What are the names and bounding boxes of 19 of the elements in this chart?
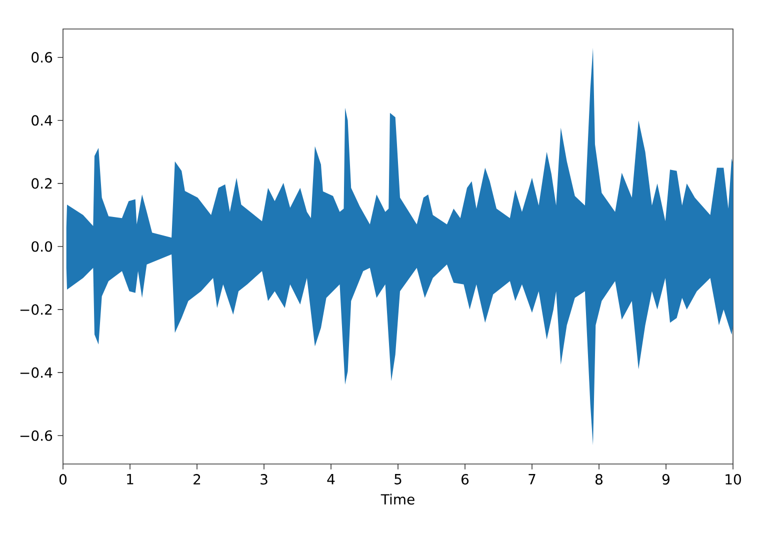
y-tick-label: 0.4 [32,115,52,126]
y-tick-label: 0.6 [32,52,52,63]
x-tick-label: 10 [726,474,741,485]
x-tick-label: 6 [462,474,469,485]
y-tick-label: −0.2 [20,304,52,315]
x-tick-label: 1 [127,474,134,484]
y-tick-label: −0.4 [20,367,52,378]
x-tick-label: 8 [595,474,602,485]
y-tick-label: 0.2 [32,178,52,189]
x-tick-label: 7 [528,474,536,484]
x-tick-label: 2 [194,474,200,484]
x-tick-label: 3 [260,474,268,485]
x-axis-title: Time [380,494,414,505]
x-tick-label: 5 [394,474,402,484]
y-tick-label: 0.0 [32,241,52,252]
x-tick-label: 9 [662,474,670,485]
x-tick-label: 0 [59,474,67,485]
x-tick-label: 4 [327,474,335,484]
y-tick-label: −0.6 [20,430,52,441]
